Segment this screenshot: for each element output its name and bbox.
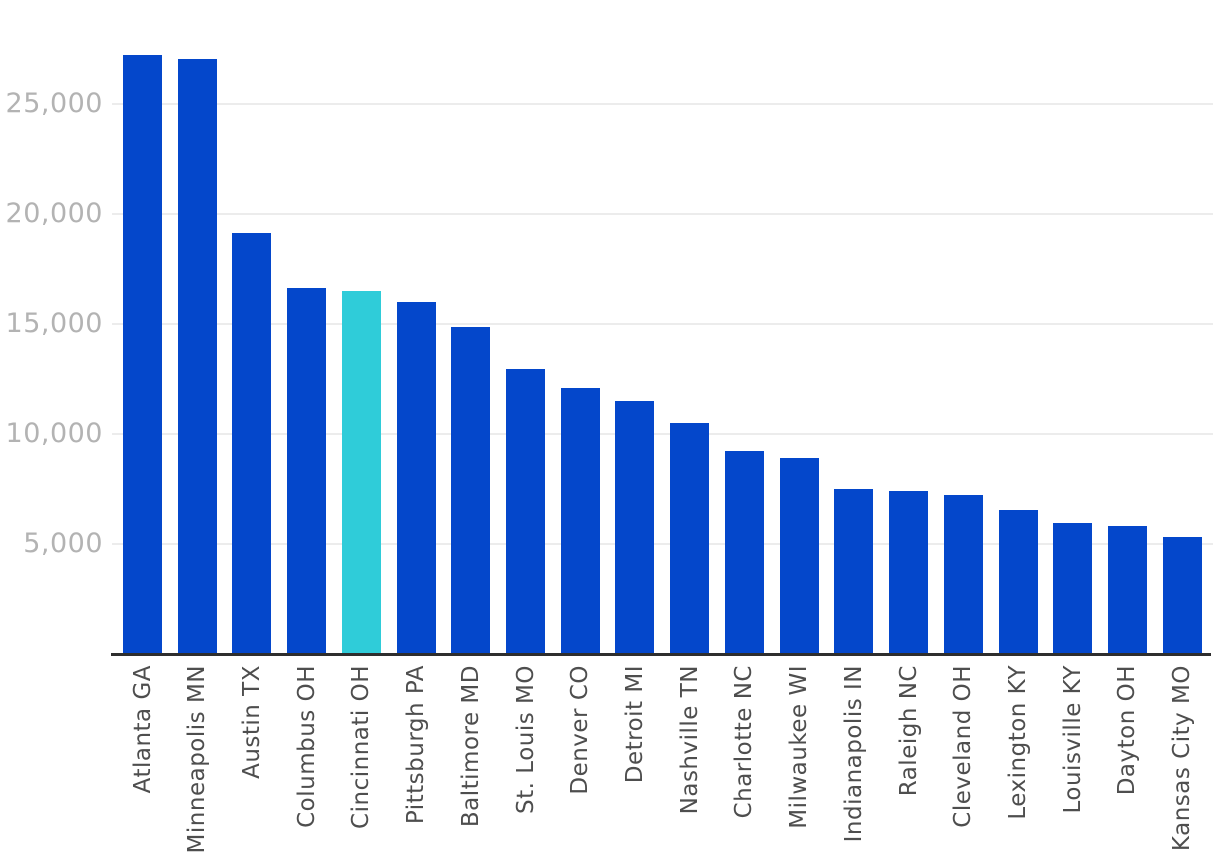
bar-minneapolis-mn (177, 58, 217, 654)
bar-st-louis-mo (506, 368, 546, 654)
y-tick-label: 15,000 (5, 307, 103, 339)
gridline-10000 (112, 433, 1213, 436)
x-tick-label-austin-tx: Austin TX (238, 665, 265, 779)
bar-nashville-tn (670, 422, 710, 654)
gridline-5000 (112, 543, 1213, 546)
bar-detroit-mi (615, 400, 655, 654)
x-tick-label-detroit-mi: Detroit MI (621, 665, 648, 784)
bar-cleveland-oh (943, 495, 983, 654)
bar-denver-co (560, 388, 600, 654)
y-tick-label: 10,000 (5, 418, 103, 450)
bar-louisville-ky (1053, 522, 1093, 654)
bar-cincinnati-oh (341, 291, 381, 654)
gridline-25000 (112, 102, 1213, 105)
y-tick-label: 25,000 (5, 87, 103, 119)
bar-baltimore-md (451, 326, 491, 654)
bar-dayton-oh (1107, 526, 1147, 654)
x-tick-label-atlanta-ga: Atlanta GA (129, 665, 156, 794)
gridline-20000 (112, 212, 1213, 215)
bar-columbus-oh (287, 288, 327, 654)
bar-milwaukee-wi (779, 457, 819, 654)
bar-atlanta-ga (123, 54, 162, 654)
y-tick-label: 5,000 (23, 528, 103, 560)
x-tick-label-cleveland-oh: Cleveland OH (950, 665, 977, 828)
x-tick-label-minneapolis-mn: Minneapolis MN (184, 665, 211, 854)
gridline-15000 (112, 322, 1213, 325)
x-tick-label-louisville-ky: Louisville KY (1059, 665, 1086, 814)
x-tick-label-dayton-oh: Dayton OH (1114, 665, 1141, 796)
bar-lexington-ky (998, 509, 1038, 654)
x-tick-label-columbus-oh: Columbus OH (293, 665, 320, 828)
bar-charlotte-nc (724, 451, 764, 654)
x-tick-label-baltimore-md: Baltimore MD (457, 665, 484, 828)
x-tick-label-lexington-ky: Lexington KY (1005, 665, 1032, 820)
bar-raleigh-nc (889, 490, 929, 654)
x-tick-label-kansas-city-mo: Kansas City MO (1169, 665, 1196, 852)
bars-layer (113, 0, 1210, 654)
x-tick-label-charlotte-nc: Charlotte NC (731, 665, 758, 819)
y-tick-label: 20,000 (5, 197, 103, 229)
x-tick-label-nashville-tn: Nashville TN (676, 665, 703, 815)
bar-kansas-city-mo (1162, 537, 1202, 654)
x-tick-label-denver-co: Denver CO (567, 665, 594, 795)
x-tick-label-milwaukee-wi: Milwaukee WI (786, 665, 813, 829)
x-axis-line (111, 653, 1211, 656)
x-tick-label-raleigh-nc: Raleigh NC (895, 665, 922, 797)
bar-indianapolis-in (834, 488, 874, 654)
x-tick-label-indianapolis-in: Indianapolis IN (840, 665, 867, 843)
x-tick-label-cincinnati-oh: Cincinnati OH (348, 665, 375, 829)
bar-austin-tx (232, 233, 272, 654)
x-tick-label-pittsburgh-pa: Pittsburgh PA (403, 665, 430, 825)
bar-pittsburgh-pa (396, 302, 436, 654)
x-tick-label-st-louis-mo: St. Louis MO (512, 665, 539, 814)
